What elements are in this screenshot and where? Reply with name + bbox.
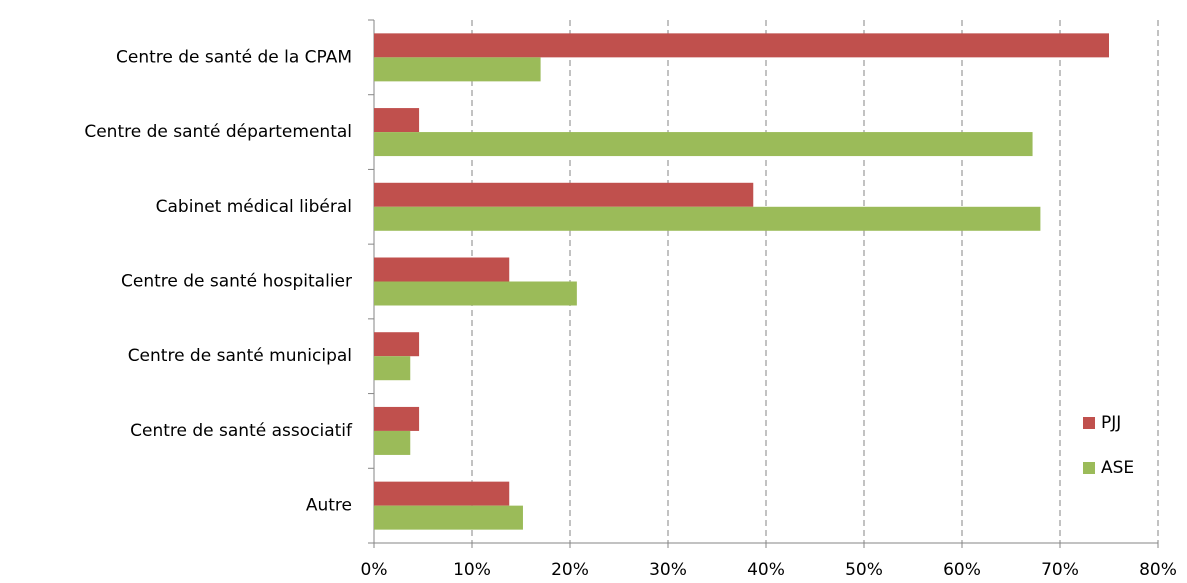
bar bbox=[374, 332, 420, 357]
y-tick-label: Centre de santé départemental bbox=[84, 122, 352, 142]
bar bbox=[374, 257, 510, 282]
bar bbox=[374, 182, 754, 207]
legend-label: PJJ bbox=[1101, 413, 1121, 433]
bar bbox=[374, 33, 1109, 58]
y-tick-label: Centre de santé de la CPAM bbox=[116, 47, 352, 67]
bar bbox=[374, 132, 1033, 157]
x-tick-label: 40% bbox=[747, 560, 785, 580]
bar bbox=[374, 281, 577, 306]
legend-label: ASE bbox=[1101, 458, 1134, 478]
bar bbox=[374, 430, 411, 455]
bar bbox=[374, 108, 420, 133]
bar bbox=[374, 356, 411, 381]
bar bbox=[374, 206, 1041, 231]
bar bbox=[374, 57, 541, 82]
y-tick-label: Centre de santé hospitalier bbox=[121, 272, 352, 292]
y-tick-label: Autre bbox=[306, 496, 352, 516]
x-tick-label: 80% bbox=[1139, 560, 1177, 580]
x-tick-label: 10% bbox=[453, 560, 491, 580]
bar bbox=[374, 481, 510, 506]
x-tick-label: 20% bbox=[551, 560, 589, 580]
x-tick-label: 50% bbox=[845, 560, 883, 580]
bar bbox=[374, 406, 420, 431]
y-tick-label: Cabinet médical libéral bbox=[156, 197, 352, 217]
x-tick-label: 0% bbox=[361, 560, 388, 580]
x-tick-label: 30% bbox=[649, 560, 687, 580]
x-tick-label: 60% bbox=[943, 560, 981, 580]
legend-swatch bbox=[1083, 417, 1095, 429]
y-tick-label: Centre de santé municipal bbox=[128, 346, 352, 366]
y-tick-label: Centre de santé associatif bbox=[130, 421, 353, 441]
legend-swatch bbox=[1083, 462, 1095, 474]
bar bbox=[374, 505, 523, 530]
x-tick-label: 70% bbox=[1041, 560, 1079, 580]
